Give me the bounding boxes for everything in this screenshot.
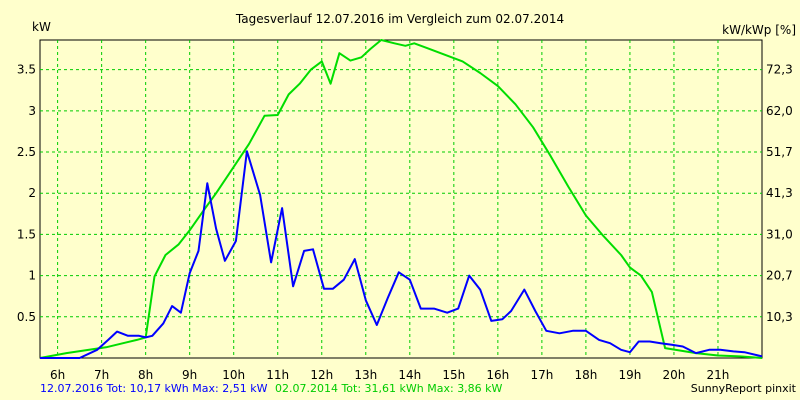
x-tick-label: 9h [182, 368, 197, 382]
y-right-tick-label: 41,3 [766, 186, 793, 200]
x-tick-label: 8h [138, 368, 153, 382]
legend-series1: 12.07.2016 Tot: 10,17 kWh Max: 2,51 kW 0… [40, 382, 503, 395]
grid-lines [40, 40, 762, 358]
y-left-tick-label: 2 [28, 186, 36, 200]
legend-series1-text: 12.07.2016 Tot: 10,17 kWh Max: 2,51 kW [40, 382, 268, 395]
x-tick-label: 12h [310, 368, 333, 382]
y-right-tick-label: 10,3 [766, 310, 793, 324]
x-tick-label: 10h [222, 368, 245, 382]
y-right-tick-label: 20,7 [766, 269, 793, 283]
y-right-tick-label: 31,0 [766, 227, 793, 241]
x-tick-label: 7h [94, 368, 109, 382]
y-left-tick-label: 0.5 [17, 310, 36, 324]
y-left-tick-label: 1 [28, 269, 36, 283]
x-tick-label: 21h [707, 368, 730, 382]
x-tick-label: 18h [574, 368, 597, 382]
x-tick-label: 14h [398, 368, 421, 382]
y-left-axis-label: kW [32, 20, 51, 34]
x-tick-label: 6h [50, 368, 65, 382]
series-lines [39, 39, 763, 359]
y-right-tick-label: 51,7 [766, 145, 793, 159]
x-tick-label: 17h [530, 368, 553, 382]
series-line-02-07-2014 [39, 39, 763, 359]
series-line-12-07-2016 [40, 150, 763, 359]
y-left-tick-label: 1.5 [17, 227, 36, 241]
legend-series2-text: 02.07.2014 Tot: 31,61 kWh Max: 3,86 kW [275, 382, 503, 395]
y-left-tick-label: 2.5 [17, 145, 36, 159]
x-tick-label: 20h [663, 368, 686, 382]
chart-title: Tagesverlauf 12.07.2016 im Vergleich zum… [235, 12, 564, 26]
x-tick-label: 11h [266, 368, 289, 382]
plot-frame [39, 39, 763, 359]
x-tick-label: 19h [618, 368, 641, 382]
y-right-tick-label: 62,0 [766, 104, 793, 118]
x-tick-label: 15h [442, 368, 465, 382]
y-right-tick-label: 72,3 [766, 63, 793, 77]
x-tick-label: 13h [354, 368, 377, 382]
tick-labels: 6h 7h 8h 9h 10h 11h 12h 13h 14h 15h 16h 17h 18h 19h 20… [17, 63, 793, 382]
credit-text: SunnyReport pinxit [691, 382, 797, 395]
y-left-tick-label: 3 [28, 104, 36, 118]
y-left-tick-label: 3.5 [17, 63, 36, 77]
x-tick-label: 16h [486, 368, 509, 382]
y-right-axis-label: kW/kWp [%] [722, 23, 796, 37]
